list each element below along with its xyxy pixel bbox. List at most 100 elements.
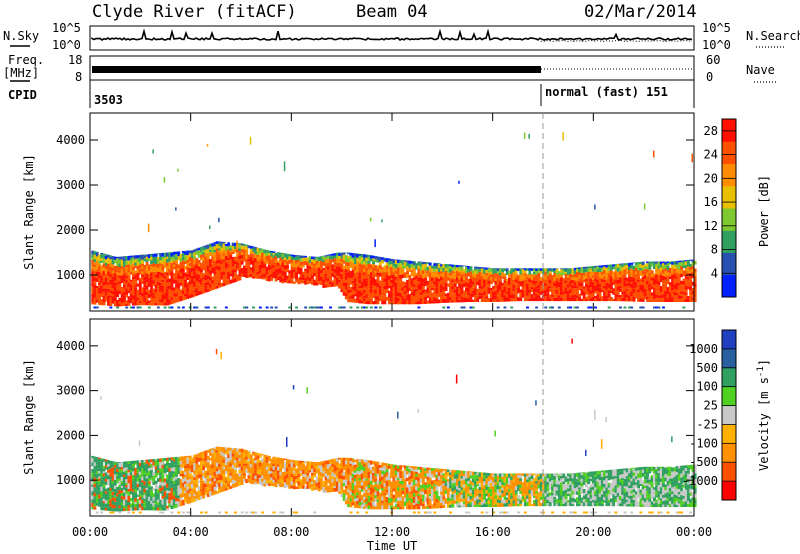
vel-cell (283, 469, 287, 472)
power-cell (288, 276, 292, 281)
power-cell (677, 276, 681, 279)
power-cell (91, 278, 95, 283)
power-cell (206, 246, 210, 249)
vel-cell (295, 475, 298, 480)
vel-near-range-echo (109, 511, 113, 514)
power-cell (175, 279, 178, 284)
power-cell (338, 285, 341, 289)
power-cell (313, 257, 317, 260)
power-cell (120, 259, 124, 264)
power-cell (431, 288, 434, 291)
vel-cell (211, 457, 215, 462)
power-cell (113, 294, 117, 298)
vel-cell (163, 497, 167, 500)
power-cell (483, 268, 486, 271)
vel-cell (227, 447, 231, 451)
vel-cell (243, 453, 246, 457)
power-cell (462, 274, 466, 277)
vel-cell (123, 507, 126, 512)
power-cell (197, 290, 201, 295)
power-cell (123, 256, 126, 259)
power-cell (215, 282, 219, 286)
power-cell (342, 289, 346, 292)
power-cell (238, 259, 242, 263)
vel-cell (93, 487, 97, 490)
power-cell (519, 277, 523, 282)
power-cell (653, 290, 656, 294)
power-cell (238, 270, 242, 274)
power-cell (528, 278, 532, 283)
power-cell (691, 294, 695, 298)
vel-cell (181, 486, 185, 490)
power-cell (569, 273, 573, 276)
power-cell (111, 287, 115, 292)
vel-cell (290, 461, 294, 466)
power-cell (412, 284, 416, 288)
vel-cell (150, 486, 153, 490)
power-cell (111, 276, 115, 280)
power-cell (417, 300, 421, 305)
power-cell (643, 266, 647, 270)
power-cell (195, 258, 199, 261)
power-cell (526, 296, 529, 299)
power-cell (351, 269, 355, 274)
vel-cell (331, 482, 335, 486)
vel-cell (134, 475, 138, 479)
vel-cell (311, 468, 314, 473)
power-cell (159, 263, 163, 266)
power-cell (372, 258, 375, 261)
power-cell (643, 275, 647, 279)
vel-cell (272, 479, 276, 483)
power-cell (154, 292, 158, 297)
power-cell (188, 270, 192, 274)
power-cell (136, 276, 140, 281)
power-cell (204, 264, 208, 269)
power-cell (501, 294, 505, 298)
vel-cell (299, 479, 303, 483)
vel-cell (100, 461, 104, 466)
power-cell (598, 289, 602, 293)
vel-cell (304, 471, 308, 475)
power-cell (188, 263, 192, 267)
power-cell (646, 276, 650, 281)
vel-cell (279, 457, 283, 461)
vel-cell (102, 501, 106, 504)
power-cell (177, 288, 181, 292)
vel-cell (166, 457, 169, 461)
power-cell (188, 273, 192, 278)
power-cell (120, 270, 124, 273)
vel-cell (218, 453, 221, 456)
vel-cell (127, 495, 131, 499)
power-cell (258, 276, 262, 279)
power-cell (424, 262, 428, 264)
vel-cell (213, 452, 217, 456)
power-cell (356, 272, 360, 275)
power-cell (623, 269, 627, 273)
vel-cell (100, 502, 104, 507)
power-near-range-echo (548, 306, 552, 309)
power-cell (390, 270, 394, 273)
vel-cell (102, 458, 106, 462)
vel-cell (193, 486, 197, 490)
vel-cell (222, 447, 226, 450)
power-cell (120, 257, 124, 260)
power-cell (150, 268, 153, 273)
vel-cell (136, 477, 140, 482)
power-cell (281, 272, 285, 276)
power-cell (263, 262, 267, 265)
power-cell (426, 300, 430, 304)
vel-cell (238, 454, 242, 459)
power-cell (428, 293, 432, 298)
power-cell (333, 258, 337, 262)
power-cell (397, 284, 400, 288)
power-cell (138, 258, 142, 261)
power-cell (569, 286, 573, 289)
power-cell (591, 277, 595, 280)
vel-cell (229, 486, 233, 489)
power-cell (317, 264, 321, 268)
power-cell (102, 271, 106, 276)
power-cell (566, 268, 570, 270)
power-cell (381, 257, 385, 260)
power-cell (136, 289, 140, 294)
